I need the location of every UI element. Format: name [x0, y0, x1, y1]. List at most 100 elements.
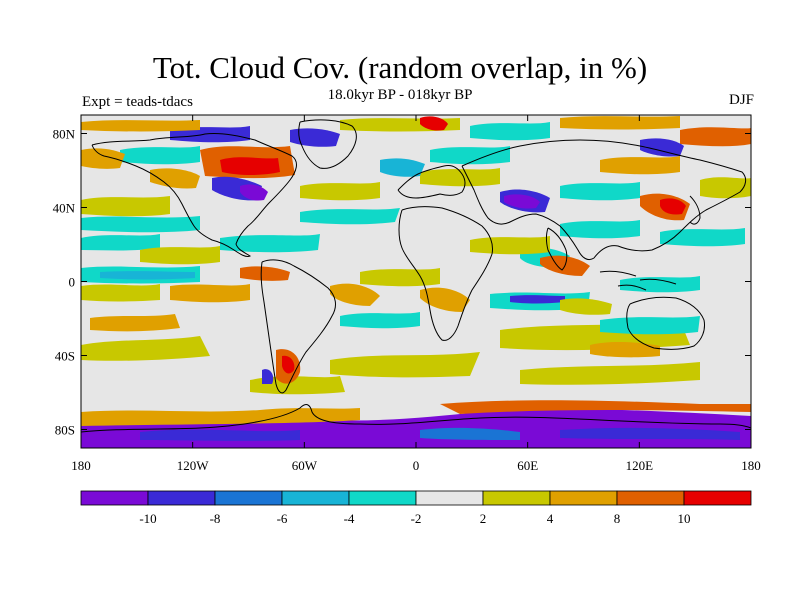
- latitude-axis: 80N 40N 0 40S 80S: [53, 127, 751, 438]
- anomaly-patch: [680, 127, 751, 147]
- anomaly-patch: [100, 271, 195, 280]
- anomaly-patch: [660, 198, 686, 215]
- colorbar-label: 2: [480, 511, 487, 526]
- lon-tick-label: 180: [71, 458, 91, 473]
- colorbar-swatch: [683, 490, 752, 506]
- coastline-north-america: [91, 133, 297, 257]
- longitude-axis: 180 120W 60W 0 60E 120E 180: [71, 115, 761, 473]
- coastline-europe: [397, 165, 466, 199]
- colorbar-label: -6: [277, 511, 288, 526]
- anomaly-patch: [520, 362, 700, 385]
- anomaly-patch: [81, 120, 200, 132]
- colorbar-label: -4: [344, 511, 355, 526]
- map-title: Tot. Cloud Cov. (random overlap, in %): [152, 50, 648, 85]
- anomaly-patch: [220, 157, 280, 175]
- anomaly-patch: [340, 312, 420, 329]
- anomaly-patch: [420, 168, 500, 187]
- anomaly-patch: [282, 355, 295, 374]
- colorbar-label: -10: [139, 511, 156, 526]
- anomaly-patch: [420, 116, 448, 131]
- anomaly-patch: [262, 369, 274, 384]
- anomaly-patch: [140, 246, 220, 265]
- lat-tick-label: 40N: [53, 201, 76, 216]
- anomaly-patch: [250, 376, 345, 395]
- lon-tick-label: 180: [741, 458, 761, 473]
- anomaly-patch: [90, 314, 180, 332]
- coastline-indonesia: [599, 270, 677, 291]
- anomaly-patch: [220, 234, 320, 253]
- anomaly-field: [81, 116, 751, 448]
- anomaly-patch: [380, 158, 425, 177]
- map-plot-area: [81, 115, 751, 448]
- colorbar-label: 8: [614, 511, 621, 526]
- lon-tick-label: 60W: [292, 458, 318, 473]
- coastline-australia: [626, 296, 705, 350]
- anomaly-patch: [170, 284, 250, 303]
- anomaly-patch: [510, 295, 565, 304]
- anomaly-patch: [330, 352, 480, 378]
- colorbar-label: -8: [210, 511, 221, 526]
- anomaly-patch: [120, 146, 200, 165]
- anomaly-patch: [560, 116, 680, 130]
- anomaly-patch: [81, 216, 200, 233]
- anomaly-patch: [660, 228, 745, 247]
- coastline-greenland: [298, 119, 357, 169]
- anomaly-patch: [150, 168, 200, 189]
- experiment-label: Expt = teads-tdacs: [82, 94, 193, 110]
- anomaly-patch: [560, 427, 740, 440]
- anomaly-patch: [560, 220, 640, 239]
- coastline-asia: [461, 139, 747, 261]
- anomaly-patch: [560, 298, 612, 315]
- anomaly-patch: [440, 400, 751, 414]
- anomaly-patch: [81, 196, 170, 217]
- colorbar-swatch: [214, 490, 283, 506]
- anomaly-patch: [470, 236, 550, 255]
- anomaly-patch: [420, 427, 520, 440]
- colorbar-swatch: [147, 490, 216, 506]
- colorbar: -10 -8 -6 -4 -2 2 4 8 10: [80, 490, 752, 526]
- anomaly-patch: [300, 208, 400, 225]
- anomaly-patch: [504, 194, 540, 209]
- anomaly-patch: [240, 266, 290, 281]
- anomaly-patch: [81, 284, 160, 302]
- colorbar-swatch: [80, 490, 149, 506]
- anomaly-patch: [620, 276, 700, 293]
- anomaly-patch: [140, 429, 300, 441]
- colorbar-swatch: [616, 490, 685, 506]
- coastline-japan: [689, 195, 701, 225]
- colorbar-label: 4: [547, 511, 554, 526]
- coastline-antarctica: [81, 404, 751, 433]
- anomaly-patch: [560, 182, 640, 201]
- lon-tick-label: 120E: [626, 458, 654, 473]
- anomaly-patch: [240, 184, 268, 201]
- anomaly-patch: [430, 146, 510, 165]
- lat-tick-label: 40S: [55, 349, 75, 364]
- anomaly-patch: [600, 156, 680, 175]
- anomaly-patch: [420, 287, 470, 312]
- map-subtitle: 18.0kyr BP - 018kyr BP: [327, 87, 473, 103]
- anomaly-patch: [360, 268, 440, 287]
- lat-tick-label: 80N: [53, 127, 76, 142]
- season-label: DJF: [728, 92, 754, 108]
- colorbar-swatch: [482, 490, 551, 506]
- anomaly-patch: [81, 336, 210, 361]
- lat-tick-label: 0: [69, 275, 76, 290]
- anomaly-patch: [600, 316, 700, 335]
- anomaly-patch: [290, 128, 340, 147]
- colorbar-swatch: [348, 490, 417, 506]
- colorbar-swatch: [549, 490, 618, 506]
- anomaly-patch: [81, 234, 160, 251]
- colorbar-label: -2: [411, 511, 422, 526]
- lon-tick-label: 0: [413, 458, 420, 473]
- coastlines: [81, 119, 751, 433]
- anomaly-patch: [300, 182, 380, 201]
- anomaly-patch: [81, 148, 125, 169]
- lon-tick-label: 60E: [517, 458, 538, 473]
- colorbar-label: 10: [678, 511, 691, 526]
- coastline-south-america: [260, 259, 336, 394]
- coastline-india: [546, 227, 568, 271]
- anomaly-patch: [330, 283, 380, 306]
- colorbar-swatch: [281, 490, 350, 506]
- anomaly-patch: [470, 122, 550, 141]
